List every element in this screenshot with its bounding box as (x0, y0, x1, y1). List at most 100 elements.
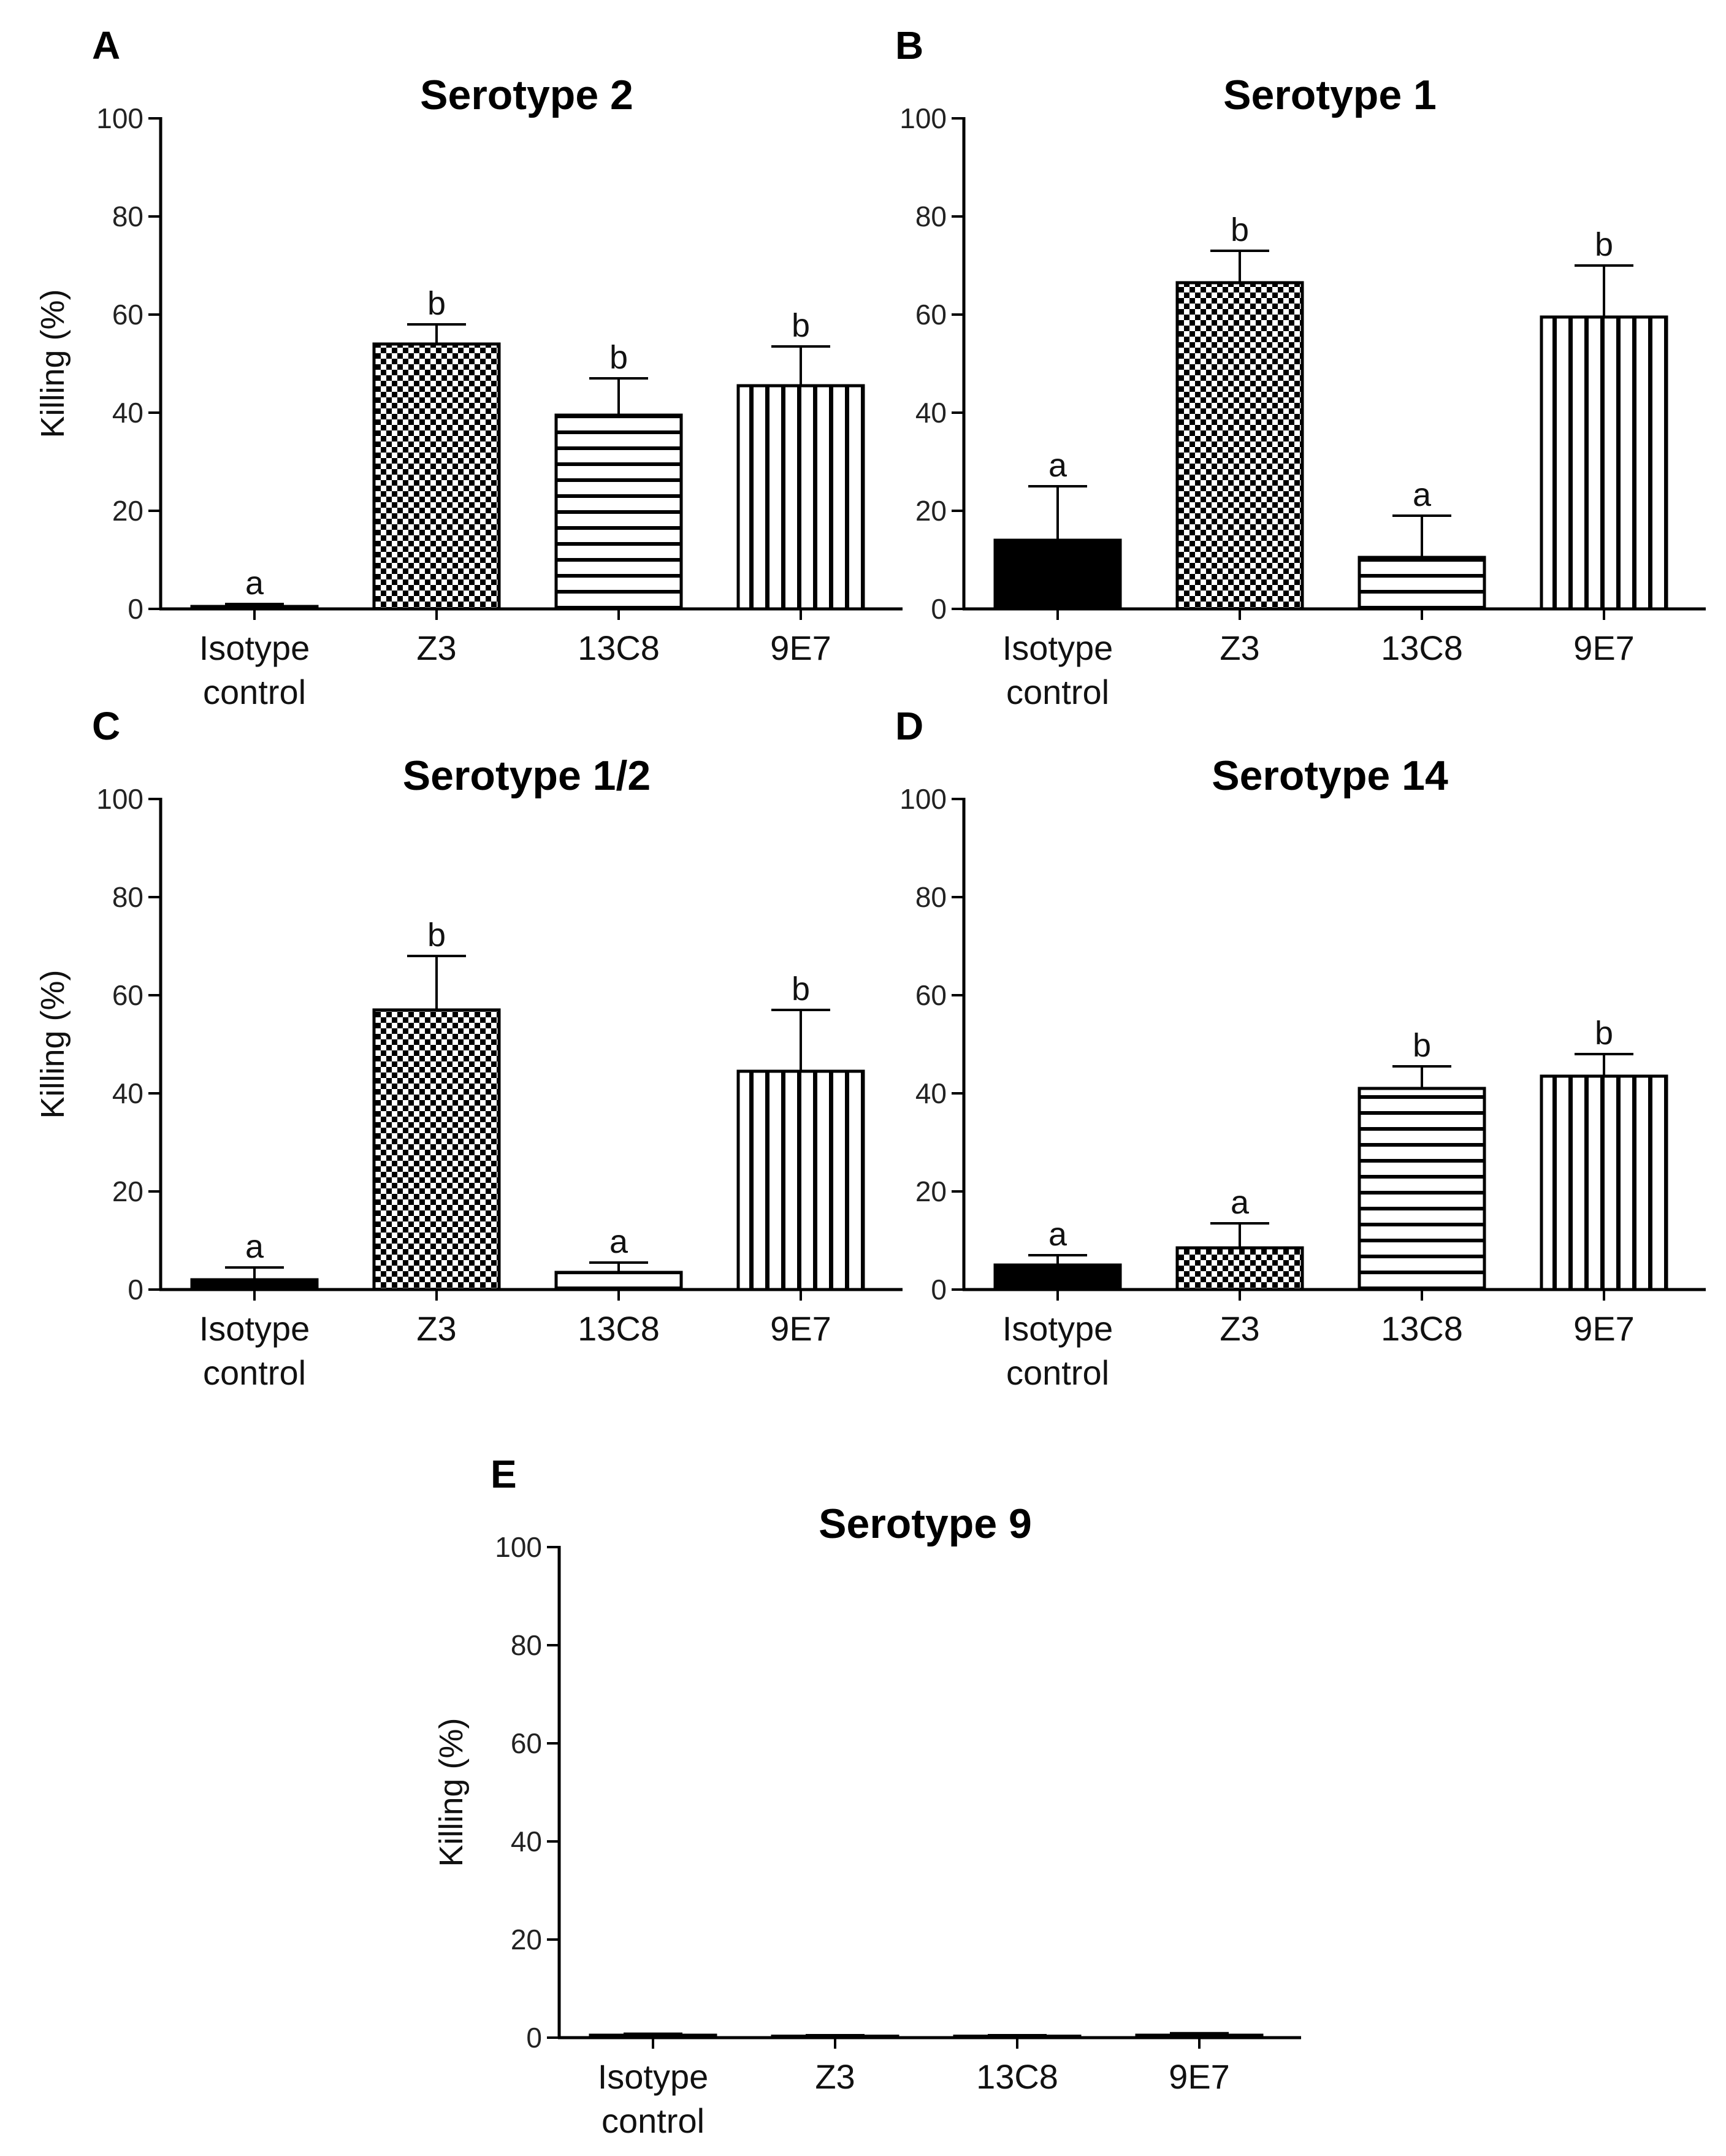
panel-letter: C (92, 704, 120, 748)
x-tick-label: 9E7 (1169, 2057, 1230, 2096)
x-tick-label: Z3 (1220, 1309, 1259, 1348)
bar-9e7 (1540, 315, 1668, 611)
y-axis-label: Killing (%) (433, 1718, 470, 1867)
significance-label: a (1048, 447, 1067, 484)
chart-title: Serotype 2 (420, 72, 633, 118)
chart-title: Serotype 14 (1212, 752, 1448, 799)
y-tick-label: 100 (899, 783, 947, 815)
x-tick-label: 9E7 (770, 1309, 831, 1348)
y-tick-label: 20 (112, 1175, 143, 1207)
bar-9e7 (736, 384, 865, 611)
panel-letter: B (895, 23, 923, 67)
panels: A Serotype 2 Killing (%) 0 20 40 60 80 100 a Isoty… (34, 23, 1706, 2140)
chart-panel-e: E Serotype 9 Killing (%) 0 20 40 60 80 100 Isotyp… (433, 1452, 1301, 2140)
bar-isotype-control (993, 538, 1122, 611)
y-tick-label: 80 (511, 1629, 542, 1661)
y-tick-label: 80 (112, 201, 143, 232)
y-tick-label: 20 (915, 1175, 947, 1207)
y-tick-label: 0 (931, 593, 947, 625)
bar-9e7 (1540, 1074, 1668, 1291)
y-tick-label: 40 (112, 1077, 143, 1109)
significance-label: b (1595, 226, 1613, 263)
x-tick-label: Z3 (815, 2057, 855, 2096)
y-tick-label: 60 (112, 979, 143, 1011)
x-tick-label: Isotype control (199, 629, 310, 711)
y-tick-label: 80 (915, 881, 947, 913)
y-tick-label: 60 (915, 979, 947, 1011)
x-tick-label: Z3 (1220, 629, 1259, 667)
panel-letter: D (895, 704, 923, 748)
y-axis-label: Killing (%) (34, 289, 71, 438)
bar-z3 (1175, 1246, 1304, 1291)
y-tick-label: 80 (915, 201, 947, 232)
y-tick-label: 20 (915, 495, 947, 527)
chart-title: Serotype 9 (819, 1500, 1032, 1547)
chart-title: Serotype 1/2 (403, 752, 651, 799)
bar-isotype-control (190, 1278, 319, 1291)
bar-13c8 (554, 1271, 683, 1291)
significance-label: b (792, 307, 810, 344)
significance-label: a (245, 1228, 264, 1265)
chart-panel-b: B Serotype 1 0 20 40 60 80 100 a Isotype control b Z… (895, 23, 1706, 711)
y-tick-label: 20 (112, 495, 143, 527)
x-tick-label: Isotype control (1002, 1309, 1113, 1392)
bar-9e7 (1135, 2033, 1264, 2039)
bar-z3 (1175, 281, 1304, 611)
significance-label: b (609, 339, 628, 376)
panel-letter: E (491, 1452, 517, 1496)
x-tick-label: Z3 (416, 1309, 456, 1348)
x-tick-label: 13C8 (976, 2057, 1058, 2096)
significance-label: b (1231, 212, 1249, 248)
y-tick-label: 40 (511, 1825, 542, 1857)
y-tick-label: 0 (931, 1274, 947, 1305)
x-tick-label: Z3 (416, 629, 456, 667)
chart-title: Serotype 1 (1223, 72, 1437, 118)
y-tick-label: 40 (915, 397, 947, 429)
bar-z3 (372, 342, 501, 611)
significance-label: a (1231, 1184, 1250, 1221)
significance-label: a (609, 1223, 628, 1260)
chart-panel-a: A Serotype 2 Killing (%) 0 20 40 60 80 100 a Isoty… (34, 23, 903, 711)
y-tick-label: 0 (526, 2022, 542, 2054)
y-tick-label: 100 (495, 1531, 542, 1563)
significance-label: a (1048, 1216, 1067, 1253)
x-tick-label: 13C8 (1381, 629, 1463, 667)
bar-13c8 (1358, 556, 1486, 611)
bar-isotype-control (589, 2033, 717, 2039)
y-tick-label: 20 (511, 1924, 542, 1955)
y-tick-label: 100 (899, 102, 947, 134)
x-tick-label: 13C8 (1381, 1309, 1463, 1348)
x-tick-label: 9E7 (770, 629, 831, 667)
y-tick-label: 100 (96, 783, 143, 815)
panel-letter: A (92, 23, 120, 67)
y-tick-label: 80 (112, 881, 143, 913)
y-tick-label: 60 (112, 299, 143, 331)
x-tick-label: Isotype control (598, 2057, 709, 2140)
bar-isotype-control (190, 605, 319, 611)
x-tick-label: 13C8 (578, 1309, 660, 1348)
bar-isotype-control (993, 1263, 1122, 1291)
significance-label: b (1413, 1027, 1431, 1064)
bar-z3 (372, 1008, 501, 1291)
x-tick-label: 13C8 (578, 629, 660, 667)
y-tick-label: 0 (128, 593, 143, 625)
significance-label: b (427, 285, 446, 322)
y-tick-label: 0 (128, 1274, 143, 1305)
significance-label: b (427, 917, 446, 954)
bar-13c8 (554, 413, 683, 611)
x-tick-label: 9E7 (1573, 629, 1635, 667)
significance-label: a (245, 565, 264, 602)
significance-label: a (1413, 476, 1432, 513)
significance-label: b (792, 971, 810, 1007)
y-tick-label: 100 (96, 102, 143, 134)
x-tick-label: Isotype control (199, 1309, 310, 1392)
significance-label: b (1595, 1015, 1613, 1052)
bar-13c8 (1358, 1087, 1486, 1291)
x-tick-label: Isotype control (1002, 629, 1113, 711)
y-axis-label: Killing (%) (34, 969, 71, 1118)
chart-panel-c: C Serotype 1/2 Killing (%) 0 20 40 60 80 100 a Iso… (34, 704, 903, 1392)
y-tick-label: 60 (915, 299, 947, 331)
y-tick-label: 40 (915, 1077, 947, 1109)
y-tick-label: 60 (511, 1727, 542, 1759)
